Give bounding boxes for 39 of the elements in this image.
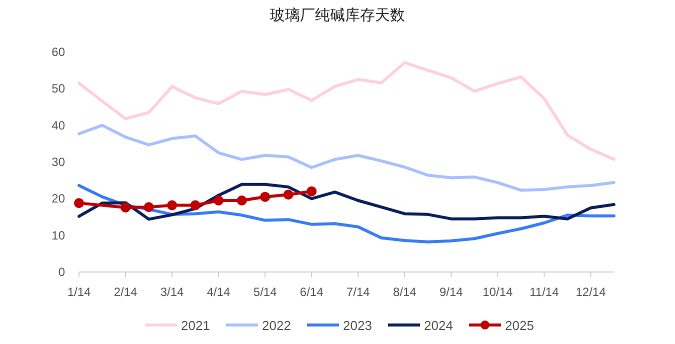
x-tick-label: 10/14 bbox=[482, 285, 514, 299]
point bbox=[190, 200, 200, 210]
point bbox=[120, 202, 131, 212]
point bbox=[283, 190, 294, 200]
y-tick-label: 50 bbox=[52, 82, 66, 96]
point bbox=[74, 198, 84, 208]
y-tick-label: 20 bbox=[52, 192, 66, 206]
x-tick-label: 8/14 bbox=[392, 285, 417, 299]
legend-label: 2024 bbox=[424, 318, 453, 333]
legend-label: 2025 bbox=[505, 318, 534, 333]
x-tick-label: 6/14 bbox=[300, 285, 324, 299]
x-tick-label: 5/14 bbox=[253, 285, 278, 299]
point bbox=[214, 196, 224, 206]
x-tick-label: 11/14 bbox=[530, 285, 560, 299]
point bbox=[167, 200, 178, 210]
x-tick-label: 9/14 bbox=[439, 285, 464, 299]
y-tick-label: 0 bbox=[58, 265, 66, 279]
line-series bbox=[78, 61, 616, 161]
y-tick-label: 60 bbox=[52, 45, 66, 59]
y-tick-label: 10 bbox=[52, 228, 66, 242]
x-tick-label: 2/14 bbox=[114, 285, 138, 299]
line-series bbox=[78, 182, 616, 221]
x-tick-label: 7/14 bbox=[346, 285, 370, 299]
legend-label: 2021 bbox=[181, 318, 210, 333]
legend-label: 2023 bbox=[343, 318, 372, 333]
chart-title: 玻璃厂纯碱库存天数 bbox=[270, 7, 405, 24]
point bbox=[144, 202, 154, 212]
legend-label: 2022 bbox=[262, 318, 291, 333]
y-tick-label: 40 bbox=[52, 118, 66, 132]
point bbox=[236, 196, 247, 206]
x-tick-label: 1/14 bbox=[67, 285, 91, 299]
point bbox=[306, 186, 317, 196]
point bbox=[260, 192, 270, 202]
x-tick-label: 3/14 bbox=[160, 285, 184, 299]
y-tick-label: 30 bbox=[52, 155, 66, 169]
x-tick-label: 12/14 bbox=[576, 285, 606, 299]
x-tick-label: 4/14 bbox=[206, 285, 231, 299]
line-series bbox=[78, 184, 616, 244]
line-series bbox=[78, 124, 616, 192]
